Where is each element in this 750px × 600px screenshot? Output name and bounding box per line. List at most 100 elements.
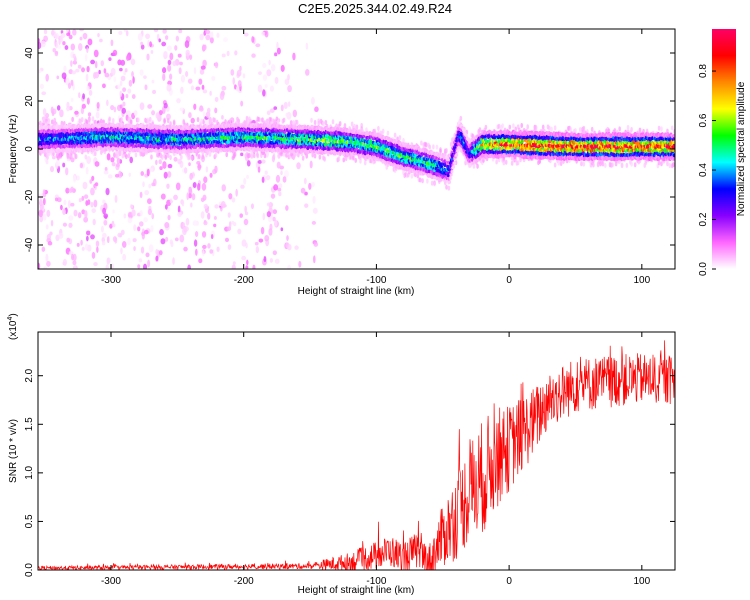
spectrogram-noise-cell	[287, 264, 291, 269]
spectrogram-noise-cell	[192, 181, 197, 189]
spectrogram-halo-cell	[633, 162, 637, 168]
spectrogram-noise-cell	[284, 78, 290, 85]
spectrogram-halo-cell	[428, 144, 432, 150]
spectrogram-noise-cell	[132, 238, 137, 243]
spectrogram-noise-cell	[205, 34, 211, 41]
spectrogram-noise-cell	[114, 194, 118, 203]
spectrogram-noise-cell	[186, 192, 190, 200]
spectrogram-halo-cell	[625, 162, 629, 168]
spectrogram-noise-cell	[226, 50, 230, 57]
spectrogram-noise-cell	[221, 85, 227, 91]
spectrogram-noise-cell	[312, 207, 318, 214]
spectrogram-noise-cell	[163, 102, 168, 109]
spectrogram-noise-cell	[274, 76, 279, 85]
spectrogram-noise-cell	[84, 210, 88, 219]
spectrogram-noise-cell	[122, 87, 127, 92]
spectrogram-noise-cell	[77, 212, 82, 219]
spectrogram-noise-cell	[68, 215, 74, 221]
spectrogram-noise-cell	[264, 84, 268, 89]
spectrogram-halo-cell	[150, 154, 153, 160]
spectrogram-noise-cell	[240, 152, 244, 157]
spectrogram-halo-cell	[39, 120, 42, 126]
spectrogram-halo-cell	[116, 153, 120, 159]
spectrogram-halo-cell	[261, 117, 264, 123]
spectrogram-noise-cell	[265, 174, 271, 181]
spectrogram-noise-cell	[102, 83, 106, 89]
spectrogram-noise-cell	[97, 32, 100, 38]
spectrogram-noise-cell	[187, 264, 192, 269]
spectrogram-noise-cell	[96, 246, 99, 253]
spectrogram-halo-cell	[620, 162, 624, 168]
spectrogram-noise-cell	[174, 237, 179, 242]
spectrogram-noise-cell	[158, 110, 163, 116]
spectrogram-noise-cell	[162, 29, 167, 34]
spectrogram-noise-cell	[261, 159, 266, 164]
spectrogram-halo-cell	[424, 142, 428, 148]
spectrogram-noise-cell	[292, 109, 298, 118]
spectrogram-noise-cell	[147, 104, 153, 109]
spectrogram-noise-cell	[91, 208, 97, 213]
spectrogram-halo-cell	[323, 156, 326, 162]
spectrogram-noise-cell	[251, 53, 256, 58]
spectrogram-noise-cell	[244, 205, 247, 213]
spectrogram-noise-cell	[86, 85, 90, 91]
spectrogram-halo-cell	[200, 118, 203, 124]
spectrogram-noise-cell	[197, 183, 201, 191]
spectrogram-noise-cell	[88, 89, 93, 96]
spectrogram-noise-cell	[73, 264, 77, 269]
spectrogram-noise-cell	[80, 239, 83, 246]
spectrogram-noise-cell	[178, 29, 183, 34]
spectrogram-noise-cell	[133, 224, 137, 232]
spectrogram-noise-cell	[188, 112, 192, 119]
spectrogram-noise-cell	[152, 89, 157, 94]
spectrogram-noise-cell	[169, 239, 173, 245]
spectrogram-noise-cell	[54, 51, 59, 57]
spectrogram-noise-cell	[150, 49, 154, 54]
spectrogram-noise-cell	[42, 213, 47, 221]
spectrogram-noise-cell	[166, 183, 170, 189]
spectrogram-noise-cell	[71, 70, 77, 75]
spectrogram-noise-cell	[56, 197, 62, 203]
spectrogram-noise-cell	[274, 258, 280, 264]
spectrogram-halo-cell	[139, 151, 143, 157]
spectrogram-noise-cell	[150, 225, 154, 233]
spectrogram-noise-cell	[203, 203, 208, 209]
spectrogram-halo-cell	[252, 153, 256, 159]
spectrogram-noise-cell	[201, 231, 207, 238]
spectrogram-noise-cell	[93, 72, 97, 79]
spectrogram-halo-cell	[310, 117, 313, 123]
spectrogram-noise-cell	[38, 262, 41, 269]
spectrogram-noise-cell	[177, 205, 181, 214]
spectrogram-noise-cell	[300, 187, 306, 194]
spectrogram-halo-cell	[559, 160, 563, 166]
spectrogram-noise-cell	[161, 67, 167, 74]
spectrogram-noise-cell	[112, 223, 116, 228]
spectrogram-halo-cell	[337, 156, 341, 162]
spectrogram-noise-cell	[282, 176, 287, 183]
spectrogram-halo-cell	[504, 159, 508, 165]
spectrogram-noise-cell	[65, 167, 69, 176]
spectrogram-halo-cell	[166, 118, 170, 124]
spectrogram-noise-cell	[42, 189, 46, 195]
spectrogram-noise-cell	[189, 54, 193, 60]
spectrogram-halo-cell	[121, 153, 125, 159]
spectrogram-noise-cell	[280, 64, 285, 72]
spectrogram-noise-cell	[147, 259, 151, 268]
spectrogram-halo-cell	[260, 153, 263, 159]
spectrogram-noise-cell	[86, 230, 91, 236]
spectrogram-halo-cell	[344, 156, 348, 162]
spectrogram-halo-cell	[342, 157, 346, 163]
spectrogram-halo-cell	[582, 161, 586, 167]
spectrogram-noise-cell	[120, 59, 126, 66]
spectrogram-noise-cell	[239, 65, 242, 72]
spectrogram-noise-cell	[103, 68, 107, 74]
spectrogram-noise-cell	[272, 250, 277, 256]
spectrogram-noise-cell	[60, 34, 64, 43]
spectrogram-halo-cell	[420, 140, 423, 146]
spectrogram-noise-cell	[91, 175, 95, 182]
spectrogram-noise-cell	[128, 79, 133, 87]
spectrogram-noise-cell	[84, 53, 88, 62]
spectrogram-noise-cell	[111, 263, 115, 269]
spectrogram-noise-cell	[164, 204, 168, 210]
spectrogram-halo-cell	[263, 153, 267, 159]
